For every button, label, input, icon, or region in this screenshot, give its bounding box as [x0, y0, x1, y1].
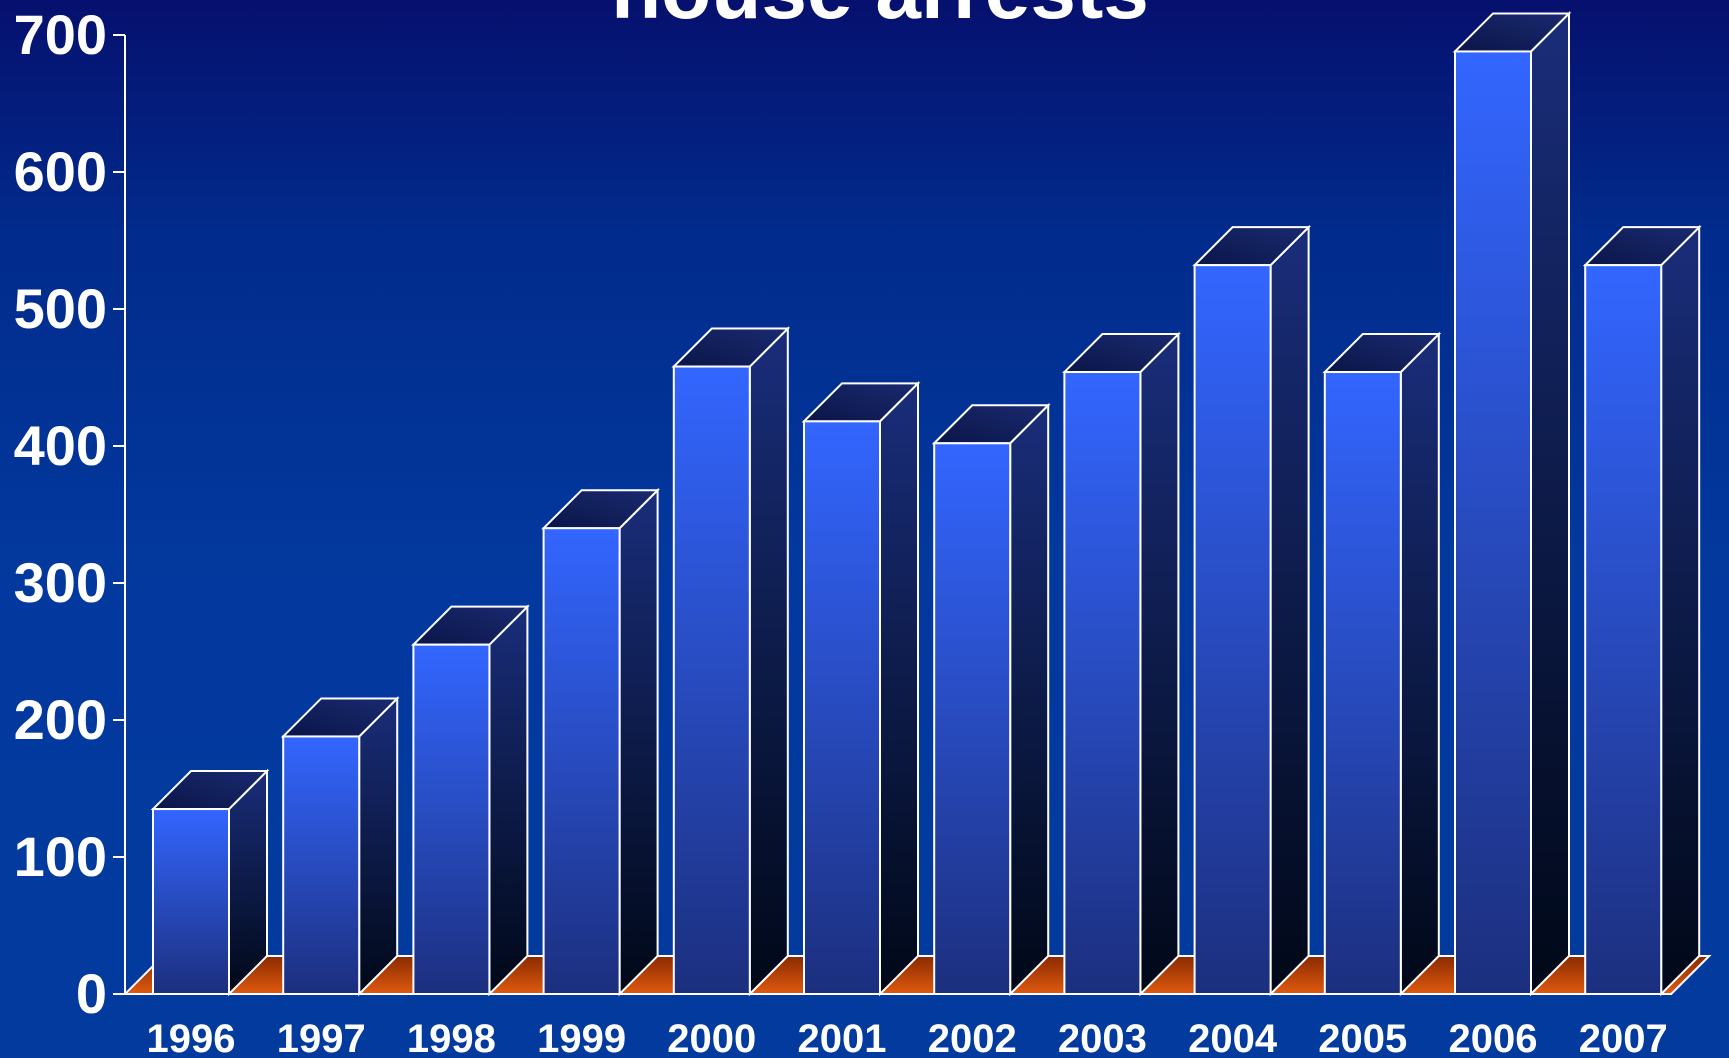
- chart-title: house arrests: [611, 0, 1149, 36]
- x-tick-label: 2002: [928, 1017, 1017, 1058]
- chart-floor: [122, 955, 1712, 995]
- bar-front: [672, 365, 751, 996]
- bar-2000: [671, 326, 791, 997]
- y-tick-label: 400: [14, 414, 107, 477]
- y-tick-label: 200: [14, 688, 107, 751]
- bars: [150, 11, 1702, 997]
- y-tick-label: 700: [14, 3, 107, 66]
- y-tick-label: 0: [76, 962, 107, 1025]
- bar-side: [1269, 224, 1310, 997]
- x-tick-label: 2001: [798, 1017, 887, 1058]
- bar-2005: [1322, 331, 1442, 997]
- bar-2007: [1582, 224, 1702, 997]
- bar-2003: [1061, 331, 1181, 997]
- bar-1996: [150, 768, 270, 997]
- bar-front: [1584, 264, 1663, 996]
- x-tick-label: 1997: [277, 1017, 366, 1058]
- bar-front: [412, 643, 491, 996]
- bar-2002: [931, 402, 1051, 997]
- y-tick-label: 500: [14, 277, 107, 340]
- bar-side: [1660, 224, 1701, 997]
- bar-front: [1193, 264, 1272, 996]
- bar-1998: [410, 604, 530, 997]
- y-tick-label: 600: [14, 140, 107, 203]
- bar-2006: [1452, 11, 1572, 997]
- bar-side: [879, 380, 919, 997]
- x-tick-label: 2004: [1188, 1017, 1278, 1058]
- bar-front: [1063, 371, 1142, 995]
- x-tick-label: 1998: [407, 1017, 496, 1058]
- x-axis-labels: 1996 1997 1998 1999 2000 2001 2002 2003 2004 2005…: [147, 1017, 1668, 1058]
- x-tick-label: 2000: [667, 1017, 756, 1058]
- bar-side: [1530, 11, 1570, 997]
- bar-1997: [280, 696, 400, 997]
- bar-front: [1454, 50, 1532, 995]
- x-tick-label: 2003: [1058, 1017, 1147, 1058]
- bar-side: [358, 696, 399, 997]
- bar-front: [1323, 371, 1402, 995]
- y-axis: 0 100 200 300 400 500 600 700: [14, 3, 126, 1025]
- bar-side: [1139, 331, 1180, 997]
- bar-2001: [801, 380, 921, 997]
- bar-front: [803, 420, 881, 995]
- bar-side: [1009, 402, 1050, 997]
- floor-strip: [122, 955, 1712, 995]
- x-tick-label: 2006: [1449, 1017, 1538, 1058]
- x-tick-label: 1999: [537, 1017, 626, 1058]
- bar-side: [1399, 331, 1440, 997]
- bar-1999: [541, 487, 661, 997]
- bar-side: [488, 604, 529, 997]
- y-tick-label: 100: [14, 825, 107, 888]
- x-tick-label: 1996: [147, 1017, 236, 1058]
- bar-side: [748, 326, 789, 997]
- y-tick-label: 300: [14, 551, 107, 614]
- x-tick-label: 2005: [1318, 1017, 1407, 1058]
- x-tick-label: 2007: [1579, 1017, 1668, 1058]
- bar-front: [933, 442, 1012, 995]
- bar-front: [152, 808, 230, 995]
- bar-front: [542, 527, 621, 995]
- bar-side: [618, 487, 659, 997]
- bar-front: [282, 735, 361, 995]
- bar-2004: [1192, 224, 1312, 997]
